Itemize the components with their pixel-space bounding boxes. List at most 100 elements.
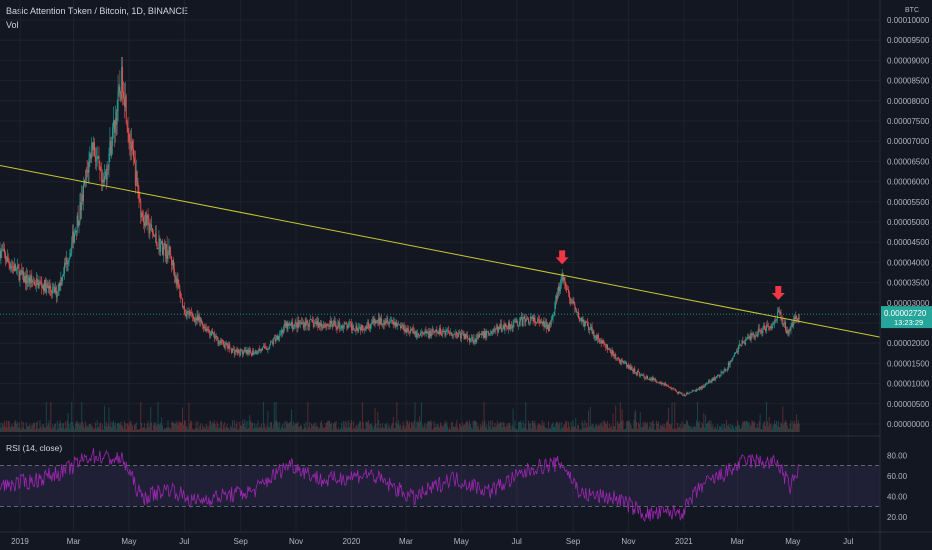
candle: [272, 337, 274, 347]
candle-body: [445, 330, 447, 336]
volume-bar: [668, 423, 670, 432]
time-tick-label: 2019: [11, 537, 29, 546]
candle-body: [325, 324, 327, 327]
volume-bar: [376, 427, 378, 432]
volume-bar: [145, 428, 147, 432]
candle: [709, 380, 711, 383]
volume-bar: [111, 427, 113, 432]
volume-bar: [15, 424, 17, 432]
candle-body: [301, 322, 302, 324]
volume-bar: [572, 420, 574, 432]
volume-bar: [607, 421, 609, 432]
volume-bar: [72, 421, 74, 432]
volume-bar: [658, 428, 660, 432]
volume-bar: [90, 423, 92, 432]
candle-body: [560, 276, 562, 286]
candle: [267, 348, 269, 354]
volume-bar: [315, 422, 317, 432]
candle-body: [505, 323, 507, 327]
volume-bar: [372, 429, 374, 432]
candle-body: [452, 334, 454, 337]
candle: [459, 330, 461, 342]
volume-bar: [313, 422, 315, 432]
candle-body: [795, 316, 796, 320]
candle: [667, 384, 668, 387]
volume-bar: [203, 426, 205, 432]
volume-bar: [519, 420, 521, 432]
volume-bar: [97, 426, 99, 432]
volume-bar: [408, 424, 410, 432]
volume-bar: [712, 424, 714, 432]
candle-body: [467, 335, 469, 339]
volume-bar: [579, 428, 581, 432]
volume-bar: [641, 427, 643, 432]
candle: [721, 371, 723, 374]
candle: [467, 331, 469, 343]
candle-body: [431, 329, 433, 333]
candle-body: [187, 311, 189, 312]
candle: [777, 307, 779, 313]
candle: [536, 321, 538, 325]
candle-body: [309, 319, 311, 327]
volume-bar: [745, 421, 747, 432]
volume-bar: [123, 428, 124, 432]
candle: [109, 127, 111, 163]
candle: [566, 283, 568, 293]
candle: [556, 292, 558, 305]
time-tick-label: 2020: [343, 537, 361, 546]
candle-body: [371, 320, 373, 324]
volume-bar: [182, 424, 184, 432]
candle-body: [78, 221, 80, 226]
candle-body: [18, 268, 20, 281]
volume-bar: [509, 422, 510, 432]
candle-body: [390, 319, 392, 322]
candle-body: [517, 321, 519, 326]
candle-body: [449, 332, 451, 334]
candle-body: [281, 330, 283, 333]
candle: [496, 323, 498, 330]
price-tick-label: 0.00001000: [887, 380, 930, 389]
candle-body: [103, 176, 105, 182]
candle-body: [489, 332, 491, 334]
candle: [341, 323, 343, 332]
volume-bar: [309, 422, 311, 432]
candle: [658, 381, 660, 385]
candle-body: [564, 277, 566, 286]
candle-body: [211, 331, 213, 336]
candle-body: [654, 378, 656, 380]
candle: [280, 330, 282, 336]
candle: [40, 276, 42, 285]
candle-body: [23, 271, 25, 283]
candle: [248, 347, 250, 356]
candle: [257, 349, 259, 355]
volume-bar: [99, 423, 101, 432]
candle: [332, 319, 334, 328]
candle: [258, 348, 260, 354]
candle: [349, 318, 351, 328]
candle-body: [631, 367, 633, 371]
candle: [430, 328, 432, 339]
candle-body: [285, 322, 287, 327]
volume-bar: [656, 420, 658, 432]
candle: [360, 324, 361, 335]
candle-body: [177, 278, 179, 284]
candle-body: [279, 334, 281, 339]
volume-bar: [193, 429, 195, 432]
candle: [515, 318, 517, 324]
candle: [432, 327, 434, 335]
candle-body: [712, 378, 714, 381]
volume-bar: [418, 422, 420, 432]
volume-bar: [379, 428, 381, 432]
volume-bar: [82, 421, 84, 432]
candle-body: [221, 339, 223, 344]
candle-body: [383, 323, 385, 325]
candle-body: [708, 380, 710, 382]
volume-bar: [542, 425, 544, 432]
candle-body: [730, 360, 732, 362]
candle-body: [392, 321, 394, 325]
candle: [112, 122, 114, 155]
volume-bar: [674, 402, 676, 432]
candle: [367, 319, 369, 330]
candle-body: [669, 387, 671, 388]
